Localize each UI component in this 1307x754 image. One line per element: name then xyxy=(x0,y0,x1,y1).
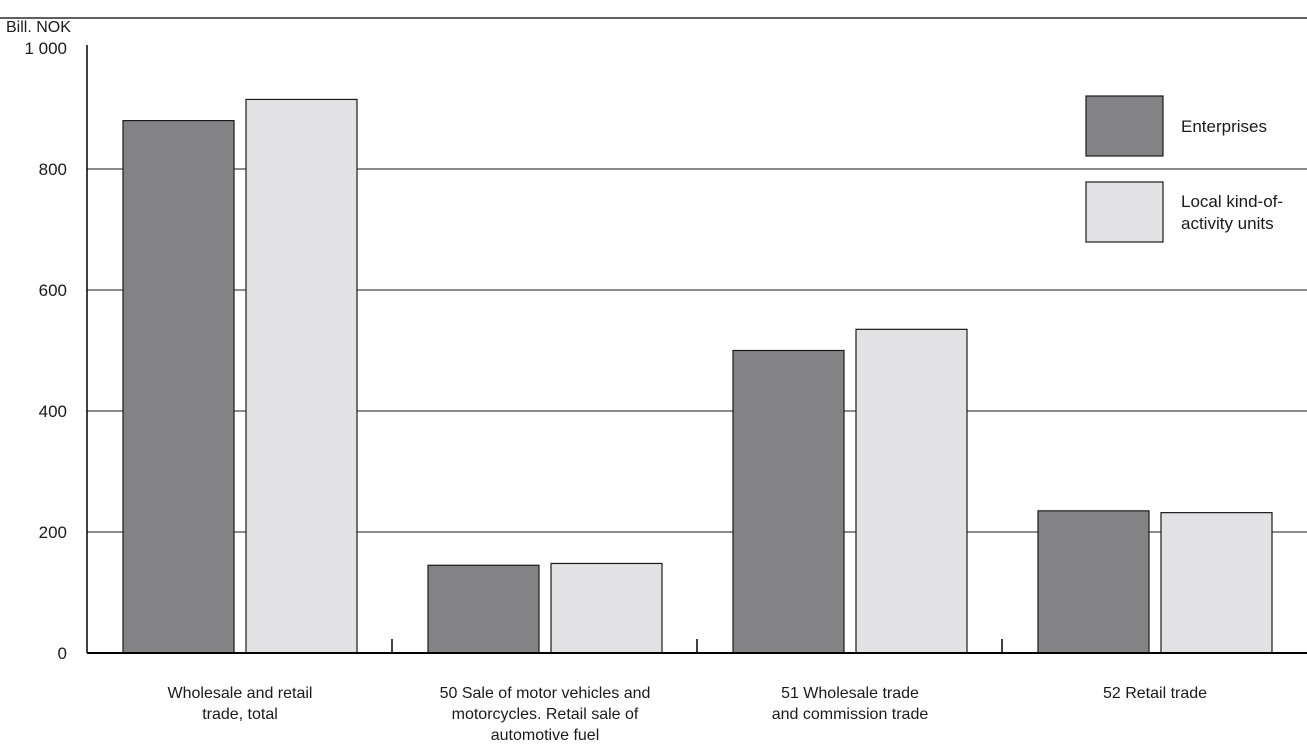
bar xyxy=(1160,512,1273,654)
bar xyxy=(1037,510,1150,654)
legend-label: Local kind-of- xyxy=(1181,192,1283,211)
y-tick-labels: 0 200 400 600 800 1 000 xyxy=(24,39,67,663)
bars xyxy=(122,98,1273,654)
bar xyxy=(427,564,540,654)
category-label: Wholesale and retail xyxy=(168,685,313,702)
category-labels: Wholesale and retail trade, total 50 Sale … xyxy=(168,685,1208,744)
category-label: trade, total xyxy=(202,706,278,723)
y-tick-label: 400 xyxy=(39,402,67,421)
bar xyxy=(855,328,968,654)
legend-label: activity units xyxy=(1181,214,1274,233)
legend-label: Enterprises xyxy=(1181,117,1267,136)
y-tick-label: 600 xyxy=(39,281,67,300)
category-label: 51 Wholesale trade xyxy=(781,685,919,702)
bar xyxy=(245,98,358,654)
bar xyxy=(122,119,235,654)
category-label: automotive fuel xyxy=(491,727,600,744)
unit-label: Bill. NOK xyxy=(6,19,71,36)
y-tick-label: 0 xyxy=(58,644,67,663)
bar xyxy=(550,562,663,654)
category-label: and commission trade xyxy=(772,706,929,723)
legend-swatch xyxy=(1085,95,1164,157)
y-tick-label: 800 xyxy=(39,160,67,179)
category-label: motorcycles. Retail sale of xyxy=(452,706,639,723)
legend: Enterprises Local kind-of-activity units xyxy=(1085,95,1283,243)
y-tick-label: 200 xyxy=(39,523,67,542)
y-tick-label: 1 000 xyxy=(24,39,67,58)
bar xyxy=(732,349,845,654)
legend-swatch xyxy=(1085,181,1164,243)
category-label: 52 Retail trade xyxy=(1103,685,1207,702)
category-label: 50 Sale of motor vehicles and xyxy=(440,685,651,702)
axes xyxy=(86,45,1307,654)
